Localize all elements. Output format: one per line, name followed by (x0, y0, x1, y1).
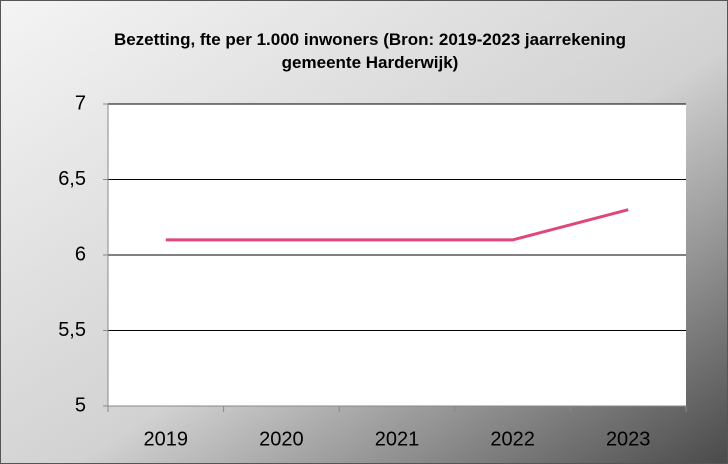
x-tick-label: 2023 (606, 428, 651, 450)
x-tick-label: 2020 (259, 428, 304, 450)
y-tick-label: 5 (75, 394, 86, 416)
x-tick-label: 2019 (144, 428, 189, 450)
x-tick-label: 2021 (375, 428, 420, 450)
y-tick-label: 6,5 (58, 168, 86, 190)
y-tick-label: 5,5 (58, 319, 86, 341)
line-series (165, 208, 629, 242)
chart-title: Bezetting, fte per 1.000 inwoners (Bron:… (113, 30, 627, 72)
x-tick-label: 2022 (490, 428, 535, 450)
y-tick-label: 7 (75, 92, 86, 114)
y-tick-label: 6 (75, 243, 86, 265)
